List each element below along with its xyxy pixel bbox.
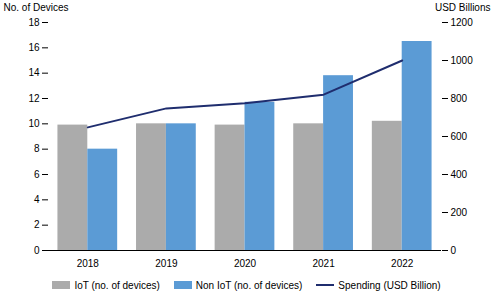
svg-text:10: 10: [28, 118, 40, 129]
svg-text:2018: 2018: [77, 258, 100, 269]
svg-text:1200: 1200: [451, 17, 474, 28]
svg-text:1000: 1000: [451, 55, 474, 66]
svg-text:16: 16: [28, 42, 40, 53]
html-text:Non IoT (no. of devices): Non IoT (no. of devices): [195, 279, 303, 291]
svg-text:14: 14: [28, 67, 40, 78]
svg-text:8: 8: [34, 143, 40, 154]
svg-text:2019: 2019: [155, 258, 178, 269]
svg-text:800: 800: [451, 93, 468, 104]
svg-text:2022: 2022: [391, 258, 414, 269]
svg-text:2: 2: [34, 219, 40, 230]
svg-text:2021: 2021: [312, 258, 335, 269]
html-text:IoT (no. of devices): IoT (no. of devices): [74, 279, 160, 291]
svg-text:4: 4: [34, 194, 40, 205]
svg-text:200: 200: [451, 207, 468, 218]
svg-text:400: 400: [451, 169, 468, 180]
svg-text:12: 12: [28, 93, 40, 104]
svg-text:600: 600: [451, 131, 468, 142]
svg-text:18: 18: [28, 17, 40, 28]
svg-text:No. of Devices: No. of Devices: [4, 2, 69, 13]
html-text:Spending (USD Billion): Spending (USD Billion): [338, 279, 441, 291]
svg-text:0: 0: [34, 245, 40, 256]
svg-text:0: 0: [451, 245, 457, 256]
svg-text:6: 6: [34, 169, 40, 180]
svg-text:USD Billions: USD Billions: [435, 2, 491, 13]
svg-text:2020: 2020: [234, 258, 257, 269]
